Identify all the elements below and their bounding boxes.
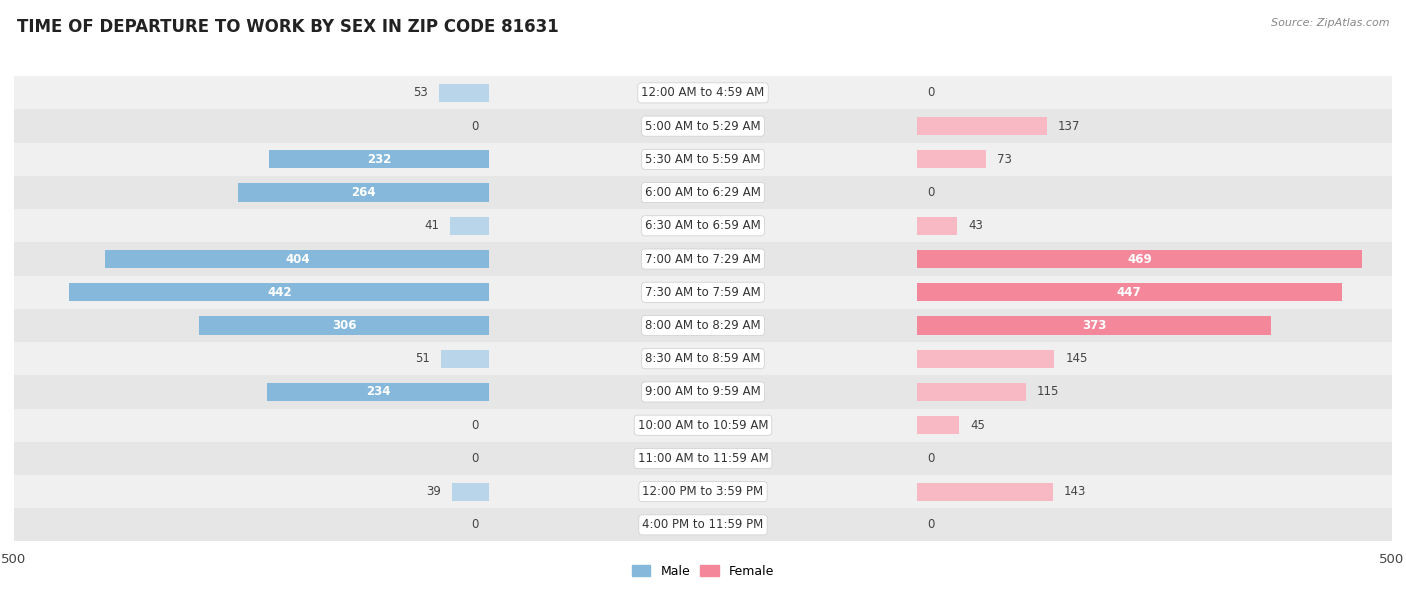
- Bar: [105, 250, 489, 268]
- Text: 11:00 AM to 11:59 AM: 11:00 AM to 11:59 AM: [638, 452, 768, 465]
- Text: 145: 145: [1066, 352, 1088, 365]
- Text: 0: 0: [471, 119, 478, 132]
- Text: 115: 115: [1038, 386, 1059, 399]
- Text: 0: 0: [471, 419, 478, 432]
- Text: 73: 73: [997, 153, 1012, 166]
- Text: 0: 0: [928, 86, 935, 99]
- Bar: [14, 76, 1392, 109]
- Bar: [453, 482, 489, 501]
- Bar: [917, 217, 957, 235]
- Text: 51: 51: [415, 352, 430, 365]
- Bar: [917, 283, 1341, 301]
- Text: 404: 404: [285, 252, 309, 266]
- Text: 45: 45: [970, 419, 986, 432]
- Text: 6:00 AM to 6:29 AM: 6:00 AM to 6:29 AM: [645, 186, 761, 199]
- Bar: [269, 150, 489, 169]
- Text: 0: 0: [928, 186, 935, 199]
- Text: 12:00 AM to 4:59 AM: 12:00 AM to 4:59 AM: [641, 86, 765, 99]
- Bar: [14, 342, 1392, 375]
- Text: 7:30 AM to 7:59 AM: 7:30 AM to 7:59 AM: [645, 286, 761, 299]
- Text: 0: 0: [928, 452, 935, 465]
- Text: 234: 234: [366, 386, 391, 399]
- Bar: [14, 508, 1392, 542]
- Bar: [917, 350, 1054, 368]
- Bar: [14, 442, 1392, 475]
- Bar: [14, 475, 1392, 508]
- Legend: Male, Female: Male, Female: [627, 560, 779, 583]
- Bar: [14, 176, 1392, 209]
- Bar: [917, 482, 1053, 501]
- Text: 373: 373: [1081, 319, 1107, 332]
- Text: 0: 0: [471, 452, 478, 465]
- Text: 41: 41: [425, 219, 440, 232]
- Bar: [14, 409, 1392, 442]
- Bar: [14, 309, 1392, 342]
- Bar: [917, 317, 1271, 334]
- Bar: [198, 317, 489, 334]
- Bar: [917, 416, 959, 434]
- Text: 5:30 AM to 5:59 AM: 5:30 AM to 5:59 AM: [645, 153, 761, 166]
- Bar: [14, 143, 1392, 176]
- Bar: [917, 250, 1362, 268]
- Text: 10:00 AM to 10:59 AM: 10:00 AM to 10:59 AM: [638, 419, 768, 432]
- Bar: [917, 150, 986, 169]
- Text: 5:00 AM to 5:29 AM: 5:00 AM to 5:29 AM: [645, 119, 761, 132]
- Text: 442: 442: [267, 286, 291, 299]
- Text: 9:00 AM to 9:59 AM: 9:00 AM to 9:59 AM: [645, 386, 761, 399]
- Text: 4:00 PM to 11:59 PM: 4:00 PM to 11:59 PM: [643, 519, 763, 532]
- Bar: [917, 383, 1026, 401]
- Bar: [14, 209, 1392, 242]
- Text: 232: 232: [367, 153, 391, 166]
- Bar: [267, 383, 489, 401]
- Text: 8:00 AM to 8:29 AM: 8:00 AM to 8:29 AM: [645, 319, 761, 332]
- Bar: [239, 184, 489, 202]
- Text: 39: 39: [426, 485, 441, 498]
- Text: Source: ZipAtlas.com: Source: ZipAtlas.com: [1271, 18, 1389, 28]
- Text: 0: 0: [471, 519, 478, 532]
- Text: 6:30 AM to 6:59 AM: 6:30 AM to 6:59 AM: [645, 219, 761, 232]
- Bar: [14, 375, 1392, 409]
- Text: 137: 137: [1057, 119, 1080, 132]
- Text: TIME OF DEPARTURE TO WORK BY SEX IN ZIP CODE 81631: TIME OF DEPARTURE TO WORK BY SEX IN ZIP …: [17, 18, 558, 36]
- Text: 53: 53: [413, 86, 427, 99]
- Bar: [917, 117, 1047, 135]
- Text: 43: 43: [969, 219, 983, 232]
- Text: 0: 0: [928, 519, 935, 532]
- Text: 8:30 AM to 8:59 AM: 8:30 AM to 8:59 AM: [645, 352, 761, 365]
- Bar: [439, 84, 489, 102]
- Text: 143: 143: [1063, 485, 1085, 498]
- Text: 306: 306: [332, 319, 356, 332]
- Text: 7:00 AM to 7:29 AM: 7:00 AM to 7:29 AM: [645, 252, 761, 266]
- Text: 264: 264: [352, 186, 377, 199]
- Text: 12:00 PM to 3:59 PM: 12:00 PM to 3:59 PM: [643, 485, 763, 498]
- Bar: [14, 242, 1392, 276]
- Bar: [441, 350, 489, 368]
- Bar: [14, 109, 1392, 143]
- Bar: [450, 217, 489, 235]
- Text: 447: 447: [1116, 286, 1142, 299]
- Bar: [69, 283, 489, 301]
- Text: 469: 469: [1128, 252, 1152, 266]
- Bar: [14, 276, 1392, 309]
